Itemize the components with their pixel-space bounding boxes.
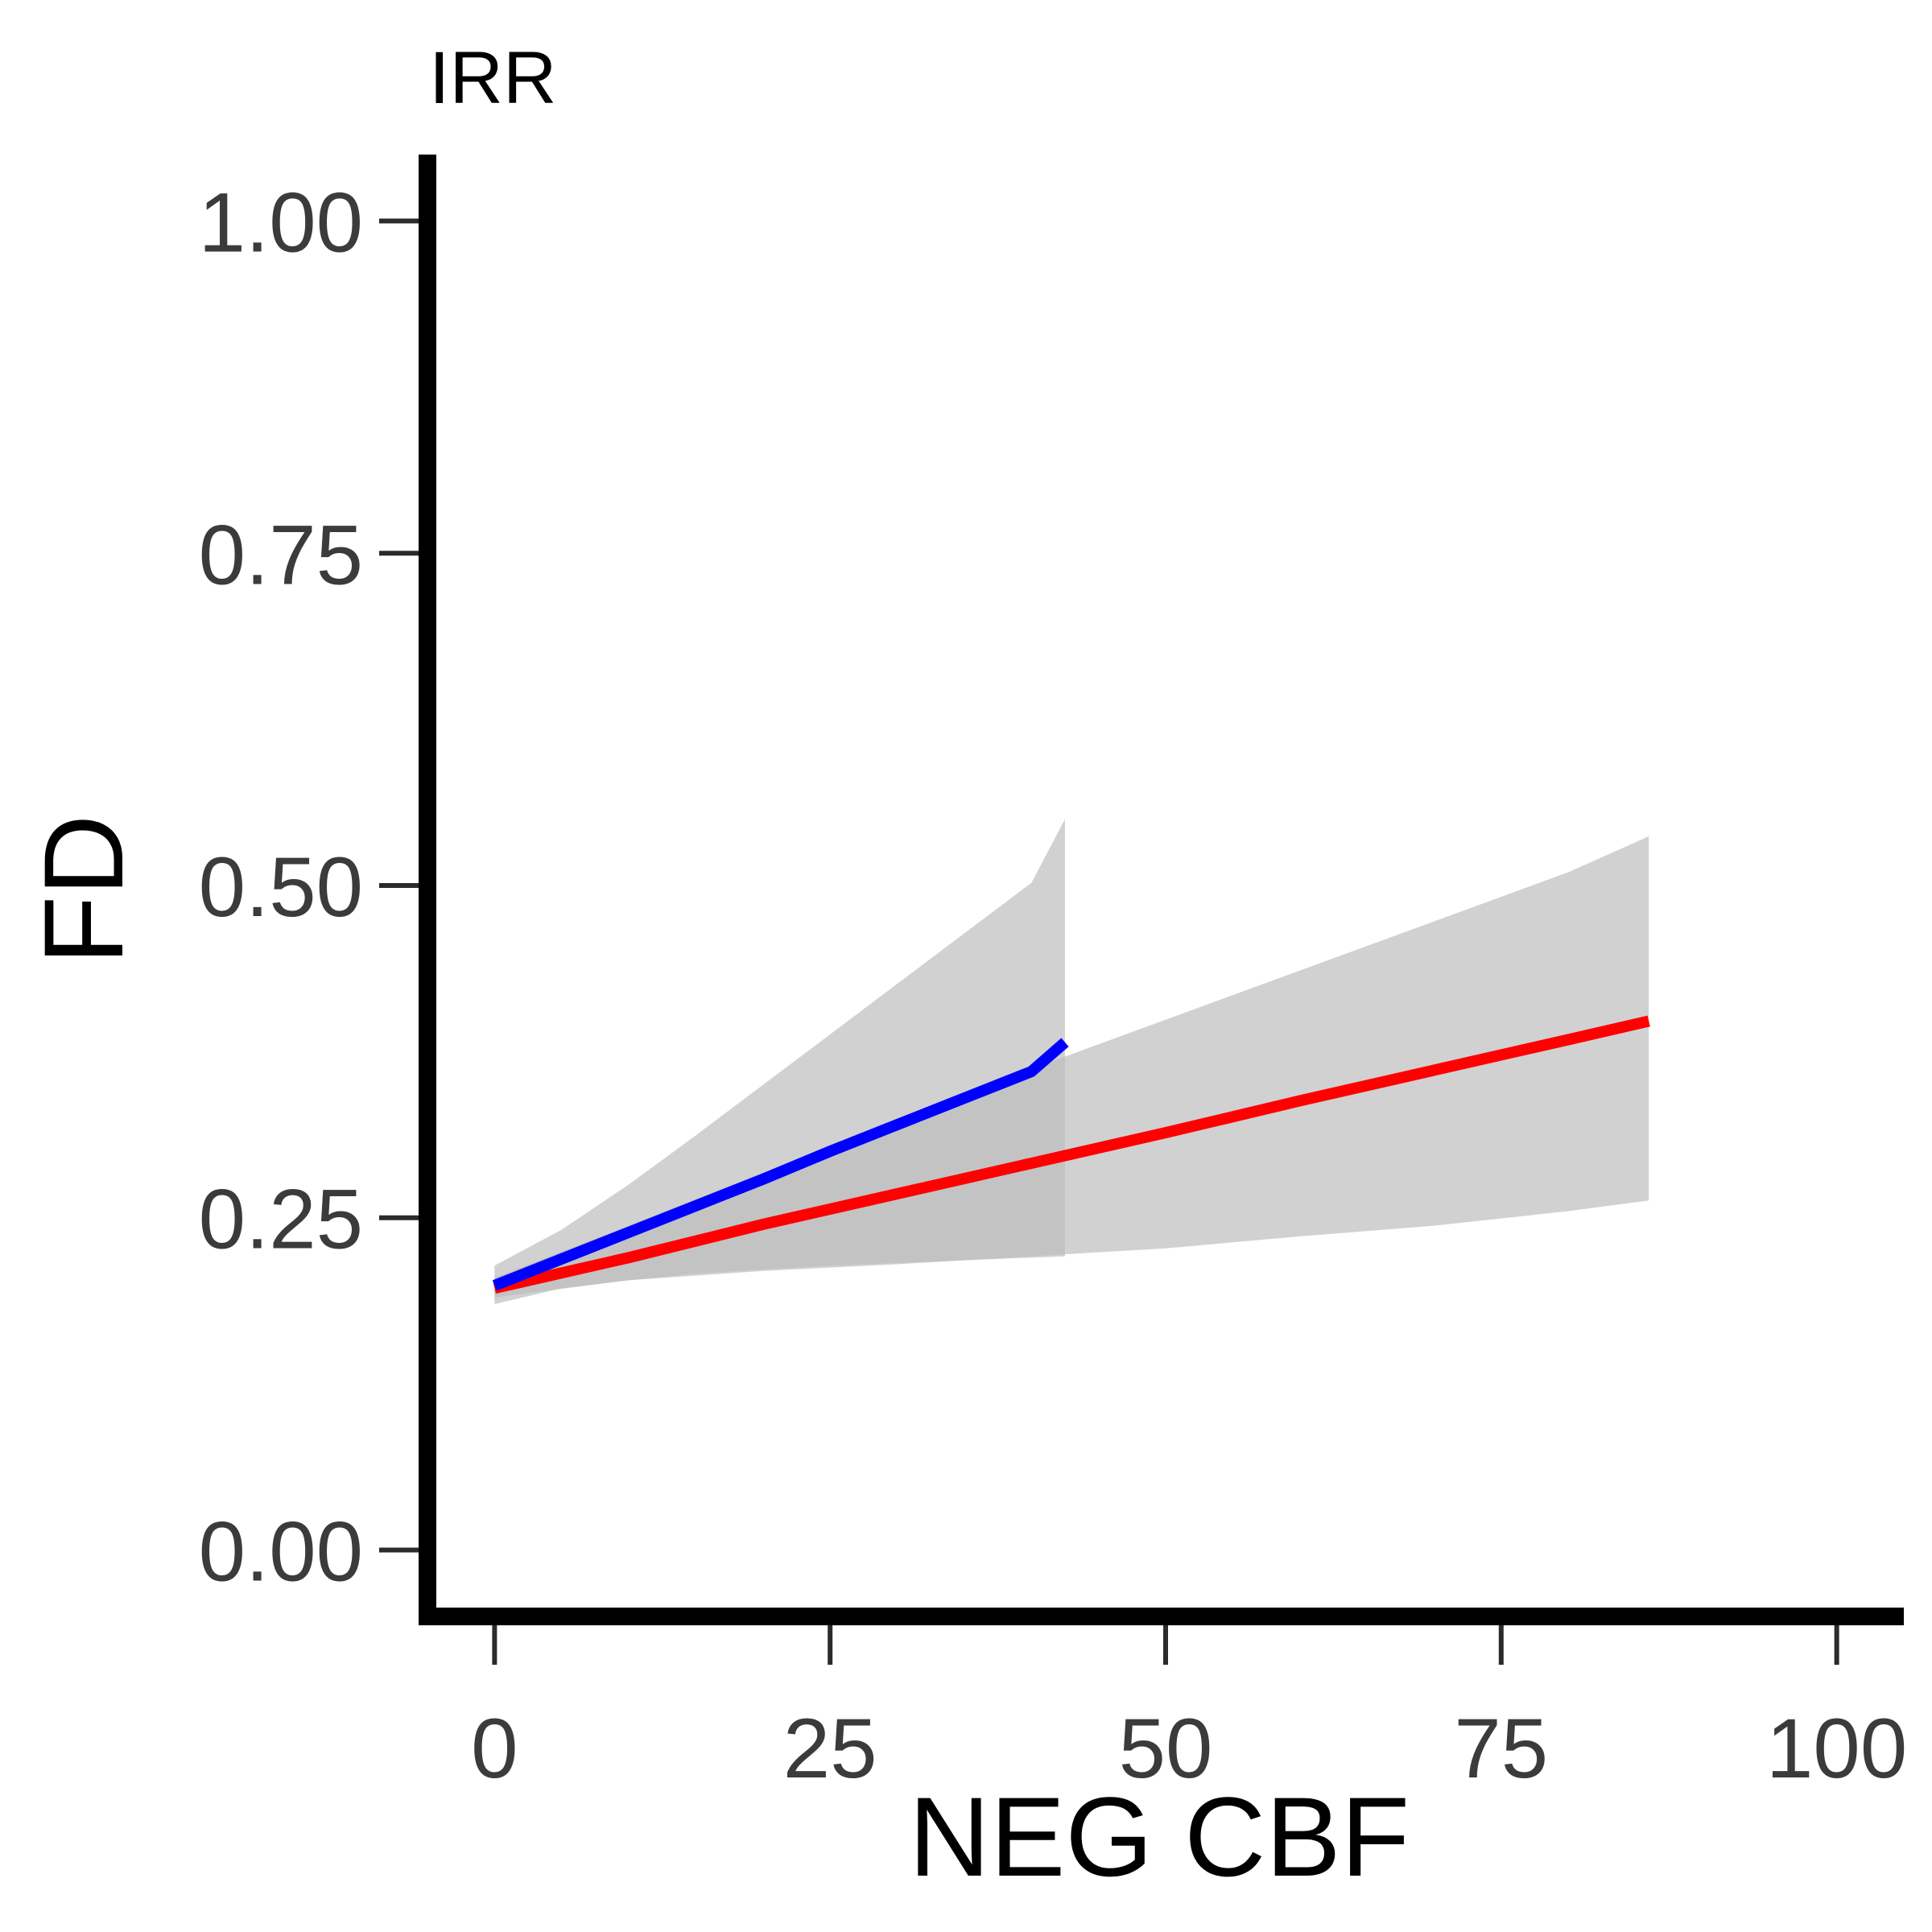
y-axis-title: FD <box>20 815 147 965</box>
chart-title: IRR <box>429 37 556 119</box>
y-tick-label: 0.00 <box>199 1505 363 1599</box>
y-tick-label: 0.25 <box>199 1173 363 1267</box>
confidence-band-2 <box>494 836 1649 1298</box>
y-axis-ticks: 0.00 0.25 0.50 0.75 1.00 <box>199 176 419 1599</box>
x-tick-label: 25 <box>783 1702 877 1796</box>
series-lines <box>492 1015 1650 1294</box>
y-tick-label: 1.00 <box>199 176 363 270</box>
x-tick-label: 50 <box>1119 1702 1213 1796</box>
x-tick-label: 75 <box>1454 1702 1548 1796</box>
series-line-2 <box>493 1015 1650 1294</box>
series-line-1 <box>492 1038 1069 1291</box>
y-tick-label: 0.50 <box>199 840 363 935</box>
x-axis-ticks: 0 25 50 75 100 <box>471 1625 1907 1796</box>
y-tick-label: 0.75 <box>199 508 363 602</box>
x-tick-label: 0 <box>471 1702 518 1796</box>
x-tick-label: 100 <box>1766 1702 1907 1796</box>
x-axis-title: NEG CBF <box>909 1773 1410 1900</box>
